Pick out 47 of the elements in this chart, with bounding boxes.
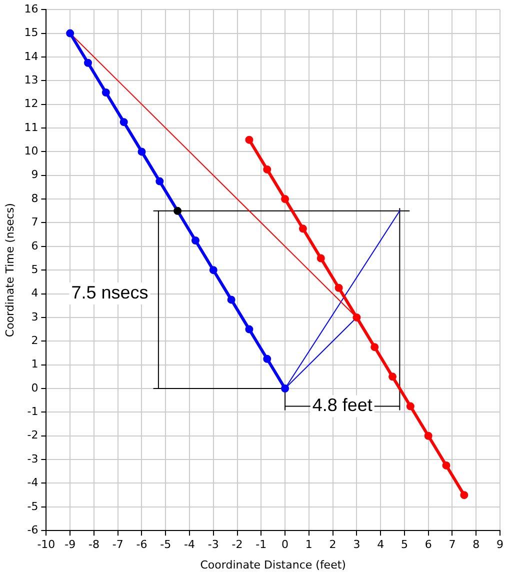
y-tick-label: 9 (31, 168, 38, 182)
x-tick-label: 9 (496, 538, 504, 552)
y-tick-label: 5 (31, 262, 38, 276)
y-tick-label: 16 (24, 2, 38, 16)
y-tick-label: 11 (24, 120, 38, 134)
x-tick-label: 7 (448, 538, 456, 552)
y-tick-label: 14 (24, 50, 38, 63)
y-tick-label: 7 (31, 216, 38, 229)
x-tick-label: -5 (160, 538, 172, 552)
y-tick-label: 15 (24, 26, 38, 40)
x-tick-label: 8 (472, 538, 480, 552)
x-tick-label: 6 (424, 538, 432, 552)
x-tick-label: 5 (400, 538, 408, 552)
y-tick-label: 2 (31, 334, 38, 348)
y-tick-label: 1 (31, 358, 38, 371)
x-tick-label: -4 (184, 538, 195, 552)
x-tick-label: 3 (353, 538, 360, 552)
y-tick-label: 12 (24, 97, 38, 110)
x-tick-label: 2 (329, 538, 336, 552)
x-tick-label: -9 (64, 538, 76, 552)
y-tick-label: -4 (27, 476, 38, 490)
y-tick-label: -2 (27, 428, 38, 442)
y-tick-label: -1 (27, 405, 38, 418)
y-tick-label: 10 (24, 144, 38, 158)
x-tick-label: -3 (208, 538, 219, 552)
x-tick-label: 1 (305, 538, 312, 552)
y-tick-label: -6 (27, 523, 38, 536)
x-tick-label: -1 (256, 538, 267, 552)
y-tick-label: 8 (31, 192, 38, 205)
x-tick-label: -8 (88, 538, 100, 552)
y-tick-label: -3 (27, 452, 38, 466)
x-axis-title: Coordinate Distance (feet) (200, 558, 346, 572)
y-tick-label: -5 (27, 500, 38, 513)
x-tick-label: 0 (282, 538, 289, 552)
y-tick-label: 0 (31, 381, 38, 394)
x-tick-label: -6 (136, 538, 148, 552)
annotation: 7.5 nsecs (71, 282, 148, 303)
x-tick-label: 4 (377, 538, 384, 552)
x-tick-label: -7 (112, 538, 124, 552)
y-tick-label: 6 (31, 239, 38, 252)
annotation: 4.8 feet (312, 395, 372, 416)
y-axis-title: Coordinate Time (nsecs) (3, 203, 16, 338)
y-tick-label: 3 (31, 310, 38, 324)
y-tick-label: 4 (31, 286, 38, 300)
y-tick-label: 13 (24, 74, 38, 87)
x-tick-label: -10 (37, 538, 56, 552)
x-tick-label: -2 (232, 538, 243, 552)
